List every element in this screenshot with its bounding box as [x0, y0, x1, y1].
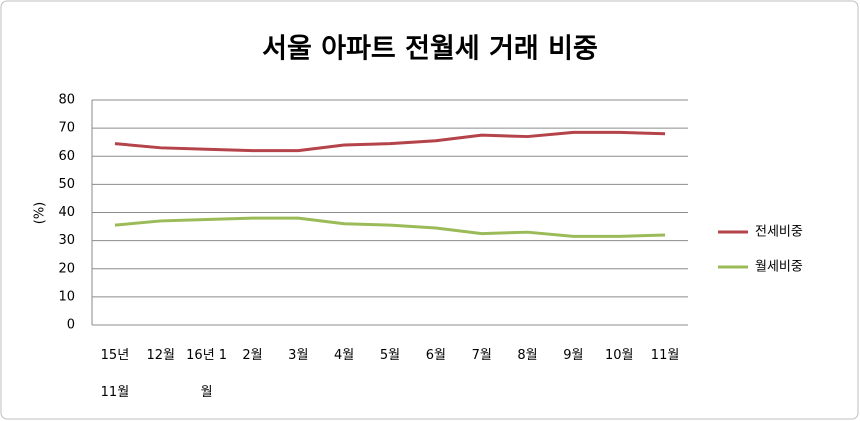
x-tick-label: 5월: [379, 348, 401, 363]
x-tick-label: 15년 11월: [100, 348, 130, 400]
legend-label: 월세비중: [755, 260, 803, 275]
legend-label: 전세비중: [755, 225, 803, 240]
x-tick-label: 9월: [563, 348, 584, 363]
x-tick-label: 12월: [146, 348, 176, 363]
x-tick-label: 4월: [334, 348, 355, 363]
y-tick-label: 30: [58, 233, 75, 248]
chart-title: 서울 아파트 전월세 거래 비중: [262, 34, 598, 65]
y-axis-label: (%): [33, 202, 48, 225]
x-tick-label: 10월: [604, 348, 634, 363]
y-tick-label: 40: [58, 205, 75, 220]
y-tick-label: 50: [58, 177, 75, 192]
x-tick-label: 6월: [425, 348, 446, 363]
x-tick-label: 7월: [471, 348, 492, 363]
y-tick-label: 70: [58, 121, 75, 136]
y-tick-label: 80: [58, 93, 75, 108]
x-tick-label: 16년 1월: [186, 348, 228, 400]
x-tick-label: 8월: [517, 348, 538, 363]
y-tick-label: 60: [58, 149, 75, 164]
x-tick-label: 11월: [650, 348, 680, 363]
series-line: [114, 130, 666, 153]
y-tick-label: 10: [58, 289, 75, 304]
x-tick-label: 2월: [242, 348, 263, 363]
x-tick-label: 3월: [288, 348, 309, 363]
y-tick-label: 0: [67, 318, 75, 333]
y-tick-label: 20: [58, 261, 75, 276]
series-line: [114, 216, 666, 238]
